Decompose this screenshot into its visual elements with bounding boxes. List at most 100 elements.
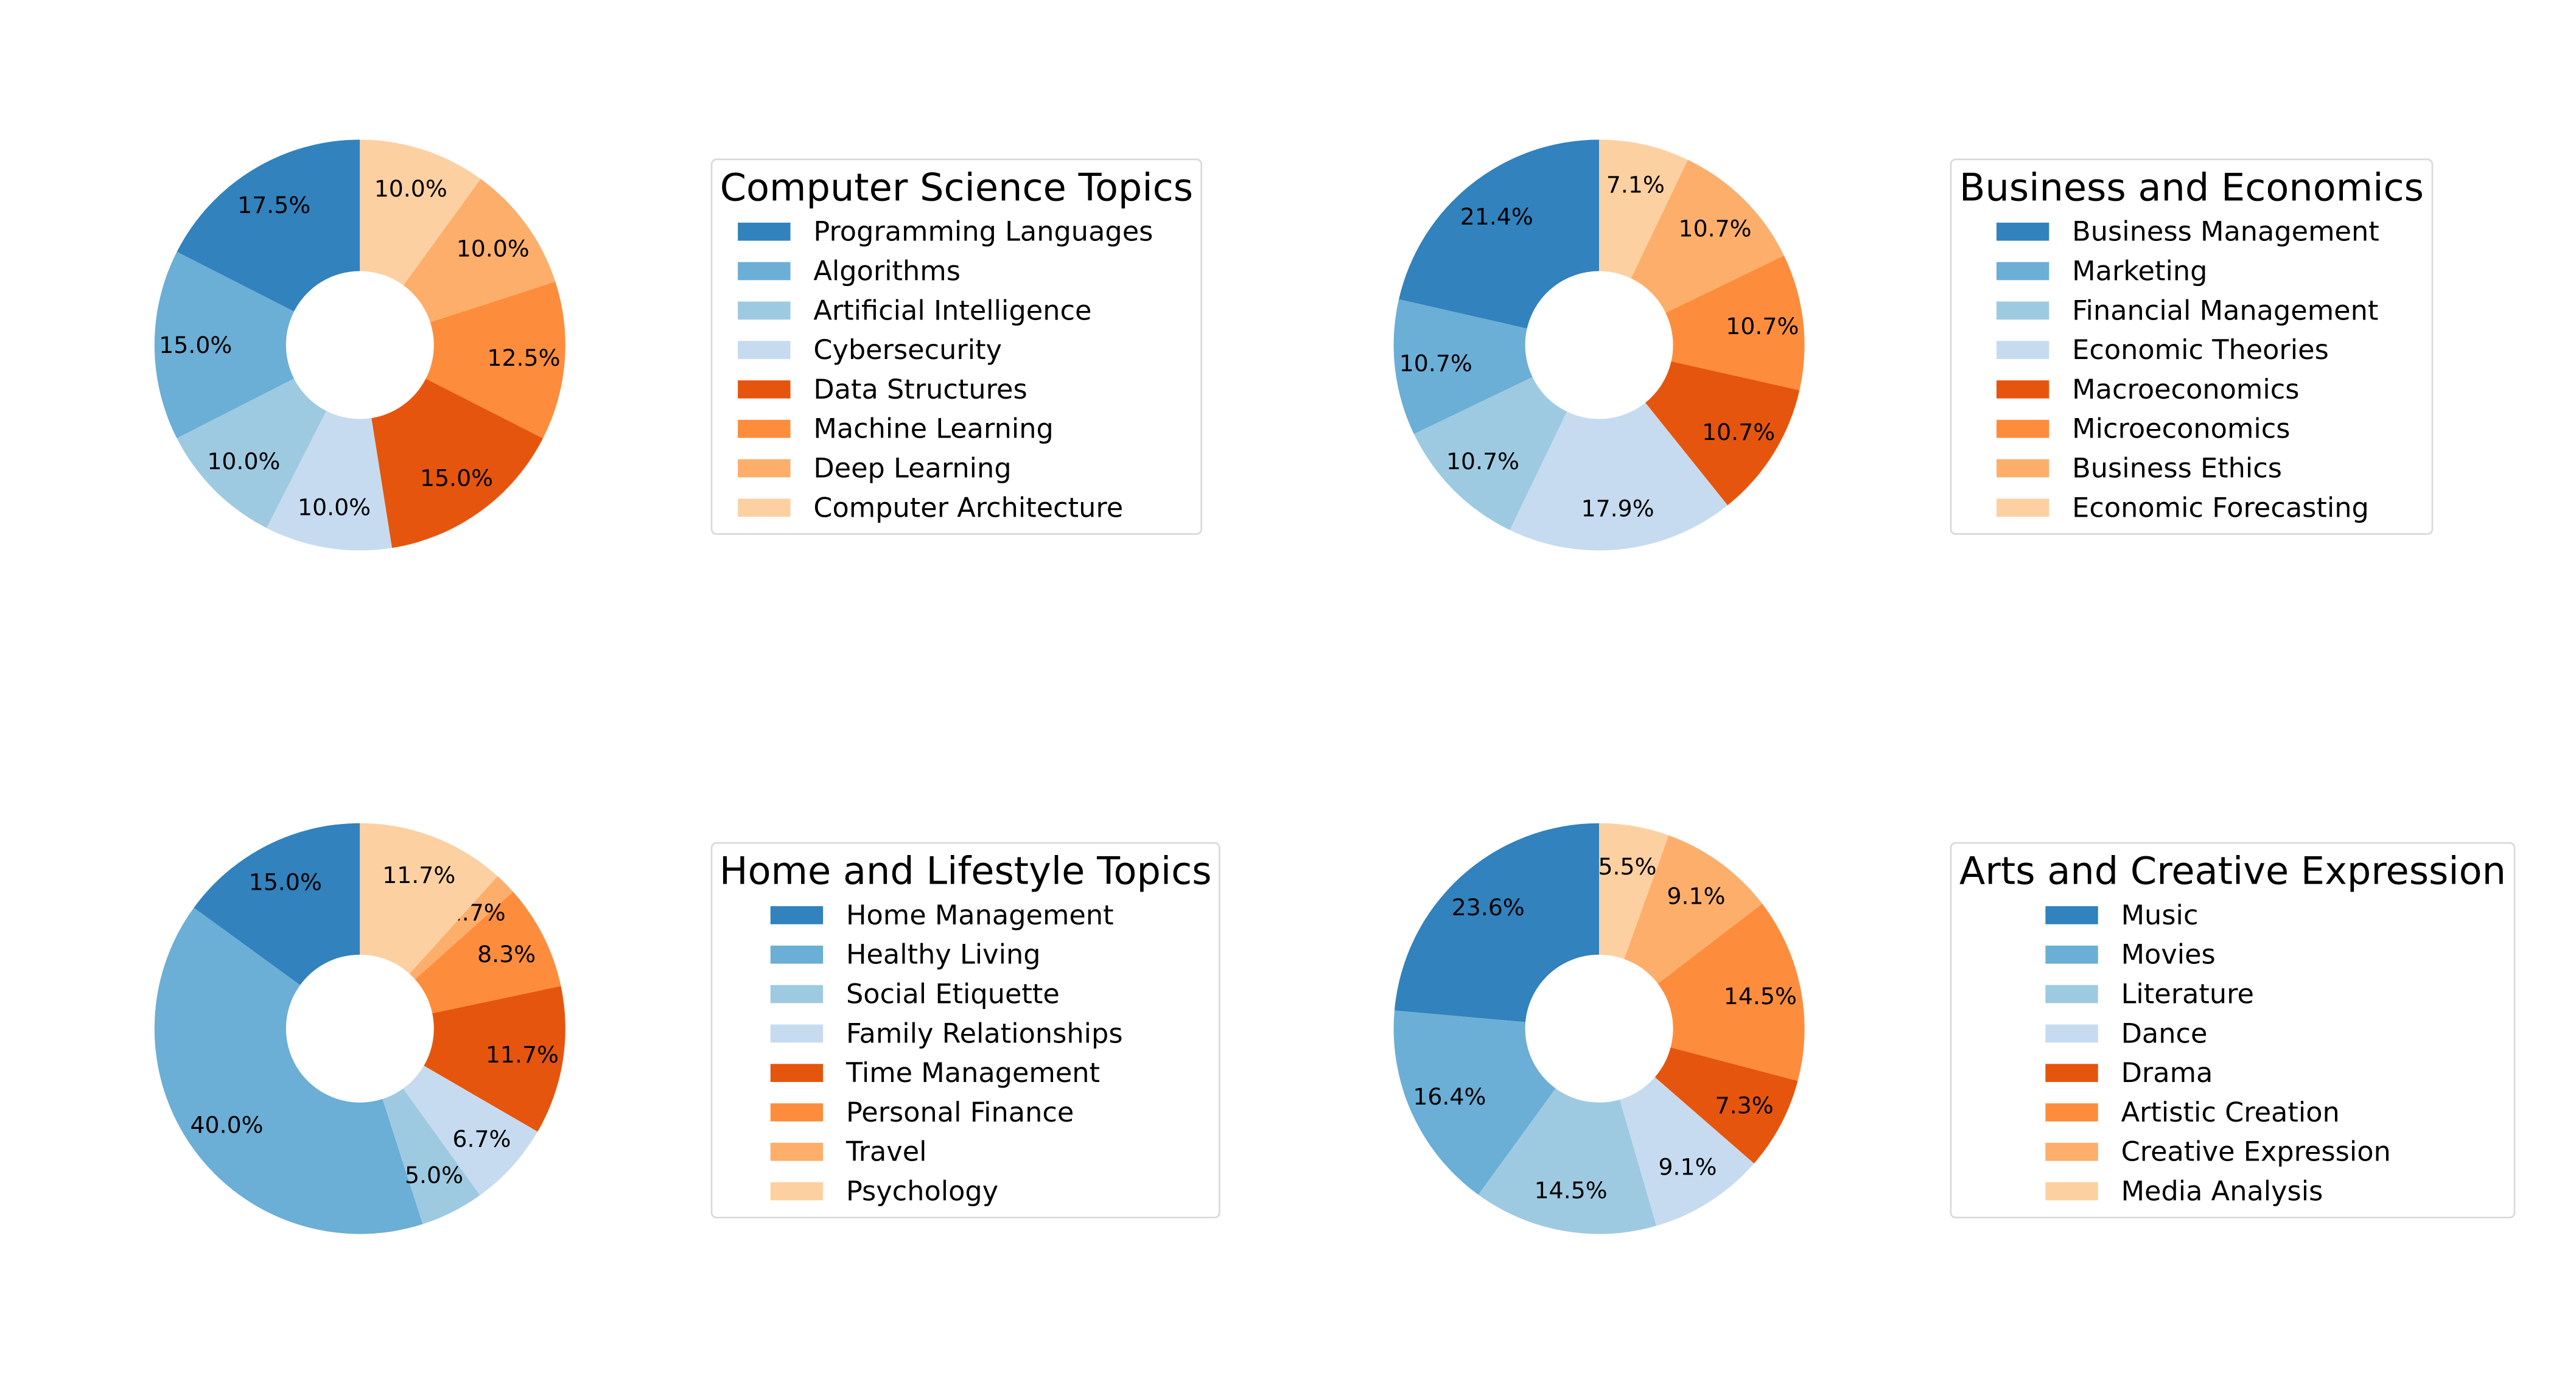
wedge-business-ethics (1631, 159, 1784, 313)
pct-label-healthy-living: 40.0% (190, 1111, 263, 1138)
legend-label: Financial Management (2072, 295, 2378, 326)
arts-creative-panel: 23.6% 16.4% 14.5% 9.1% 7.3% 14.5% 9.1% 5.5% Art… (1393, 823, 2516, 1234)
legend-label: Literature (2121, 979, 2254, 1010)
legend-item-media-analysis: Media Analysis (2045, 1176, 2323, 1207)
wedge-time-management (424, 986, 565, 1132)
legend-label: Creative Expression (2121, 1136, 2391, 1168)
legend-swatch (2045, 1103, 2098, 1122)
pct-label-economic-forecasting: 7.1% (1606, 172, 1665, 198)
wedge-social-etiquette (382, 1088, 480, 1224)
legend-label: Dance (2121, 1018, 2208, 1049)
legend-swatch (1996, 459, 2049, 478)
legend-frame (710, 158, 1203, 535)
legend-item-business-management: Business Management (1996, 216, 2379, 248)
business-economics-donut: 21.4% 10.7% 10.7% 17.9% 10.7% 10.7% 10.7% 7.1% (1393, 139, 1805, 551)
pct-label-algorithms: 15.0% (159, 332, 232, 358)
legend-item-literature: Literature (2045, 979, 2254, 1010)
legend-item-deep-learning: Deep Learning (738, 453, 1012, 484)
pct-label-artistic-creation: 14.5% (1724, 983, 1797, 1010)
wedge-machine-learning (425, 281, 565, 439)
legend-item-algorithms: Algorithms (738, 256, 961, 287)
wedge-economic-theories (1510, 402, 1728, 551)
legend-label: Psychology (846, 1176, 998, 1207)
wedge-algorithms (154, 251, 295, 439)
legend-item-macroeconomics: Macroeconomics (1996, 374, 2299, 405)
pct-label-programming-languages: 17.5% (237, 192, 310, 218)
legend-label: Data Structures (813, 374, 1027, 405)
pct-label-drama: 7.3% (1715, 1092, 1774, 1119)
legend-swatch (2045, 1064, 2098, 1082)
legend-swatch (2045, 1142, 2098, 1161)
pct-label-business-ethics: 10.7% (1679, 215, 1752, 242)
legend-label: Microeconomics (2072, 413, 2290, 445)
pct-label-economic-theories: 17.9% (1581, 495, 1654, 522)
legend-label: Algorithms (813, 256, 961, 287)
legend-swatch (2045, 945, 2098, 964)
wedge-macroeconomics (1645, 361, 1800, 506)
legend-item-movies: Movies (2045, 939, 2216, 971)
legend-swatch (738, 419, 791, 438)
wedge-business-management (1399, 139, 1600, 329)
legend-item-healthy-living: Healthy Living (770, 939, 1041, 971)
legend-title: Business and Economics (1959, 165, 2424, 209)
wedge-movies (1393, 1010, 1556, 1195)
legend-swatch (1996, 222, 2049, 241)
legend-swatch (2045, 985, 2098, 1004)
legend-label: Economic Theories (2072, 334, 2329, 366)
pct-label-microeconomics: 10.7% (1726, 313, 1799, 340)
pct-label-psychology: 11.7% (382, 862, 455, 888)
wedge-home-management (194, 823, 360, 985)
legend-swatch (1996, 301, 2049, 320)
legend-label: Programming Languages (813, 216, 1153, 248)
legend-item-marketing: Marketing (1996, 256, 2207, 287)
legend-swatch (770, 1024, 824, 1043)
legend-label: Cybersecurity (813, 334, 1002, 366)
legend-title: Home and Lifestyle Topics (719, 849, 1212, 893)
legend-label: Social Etiquette (846, 979, 1060, 1010)
legend-item-drama: Drama (2045, 1057, 2213, 1089)
legend-item-time-management: Time Management (770, 1057, 1100, 1089)
wedge-artistic-creation (1657, 904, 1805, 1081)
legend-swatch (770, 1103, 824, 1122)
wedge-microeconomics (1665, 255, 1805, 391)
legend-title: Computer Science Topics (720, 165, 1193, 209)
pct-label-home-management: 15.0% (249, 869, 322, 896)
wedge-healthy-living (154, 907, 423, 1234)
business-economics-legend: Business and Economics Business Manageme… (1950, 158, 2434, 535)
legend-item-microeconomics: Microeconomics (1996, 413, 2291, 445)
wedge-dance (1619, 1077, 1754, 1226)
legend-label: Drama (2121, 1057, 2213, 1089)
cs-topics-legend: Computer Science Topics Programming Lang… (710, 158, 1203, 535)
wedge-marketing (1393, 299, 1533, 435)
legend-label: Artificial Intelligence (813, 295, 1091, 326)
wedge-artificial-intelligence (177, 379, 327, 528)
legend-label: Music (2121, 899, 2199, 931)
legend-label: Home Management (846, 899, 1114, 931)
wedge-personal-finance (415, 892, 561, 1014)
legend-swatch (738, 380, 791, 399)
legend-label: Artistic Creation (2121, 1097, 2340, 1128)
legend-swatch (1996, 419, 2049, 438)
arts-creative-donut: 23.6% 16.4% 14.5% 9.1% 7.3% 14.5% 9.1% 5.5% (1393, 823, 1805, 1234)
legend-swatch (1996, 262, 2049, 281)
legend-swatch (770, 1182, 824, 1201)
legend-label: Computer Architecture (813, 492, 1123, 523)
pct-label-computer-architecture: 10.0% (374, 175, 447, 202)
pct-label-personal-finance: 8.3% (477, 941, 536, 968)
pct-label-literature: 14.5% (1535, 1177, 1608, 1204)
legend-frame (710, 842, 1220, 1219)
legend-swatch (738, 459, 791, 478)
wedge-music (1394, 823, 1600, 1022)
wedge-deep-learning (403, 178, 556, 323)
pct-label-social-etiquette: 5.0% (405, 1162, 463, 1189)
pct-label-music: 23.6% (1452, 894, 1525, 921)
wedge-creative-expression (1624, 835, 1763, 984)
legend-label: Movies (2121, 939, 2216, 971)
legend-item-family-relationships: Family Relationships (770, 1018, 1123, 1049)
legend-item-social-etiquette: Social Etiquette (770, 979, 1060, 1010)
legend-label: Healthy Living (846, 939, 1041, 971)
wedge-programming-languages (177, 139, 360, 312)
legend-swatch (1996, 341, 2049, 359)
legend-item-creative-expression: Creative Expression (2045, 1136, 2391, 1168)
legend-frame (1950, 158, 2434, 535)
